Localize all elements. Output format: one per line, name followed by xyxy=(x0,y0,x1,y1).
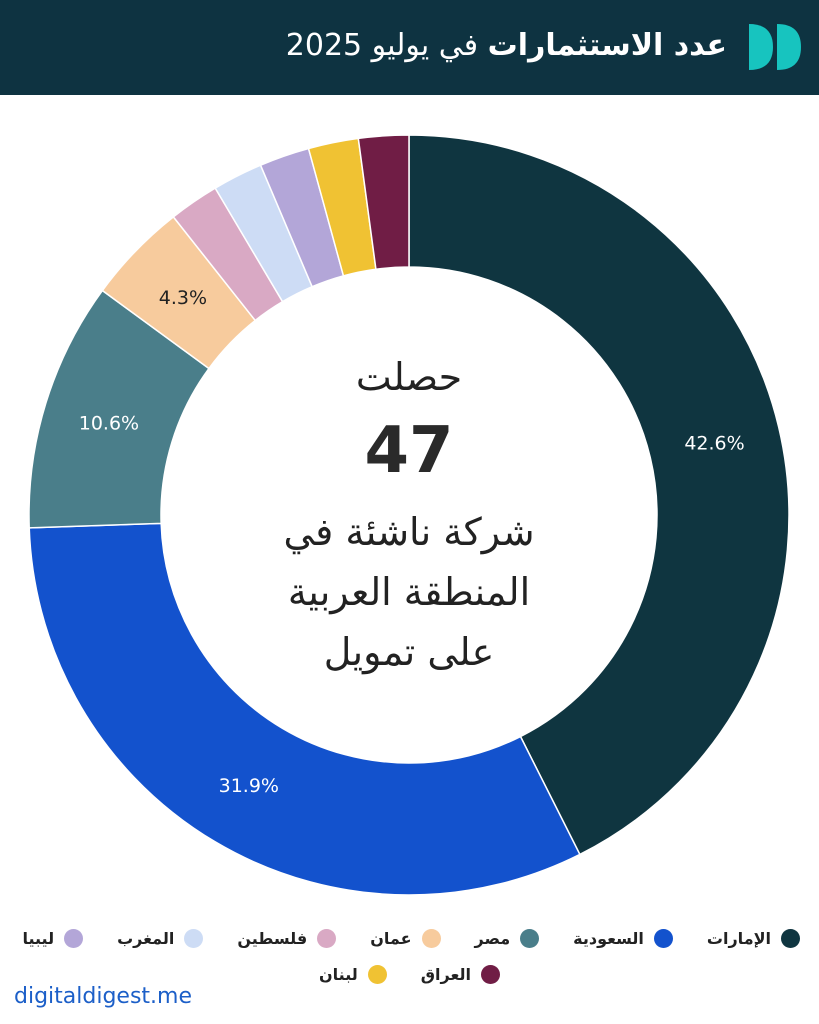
legend-item: ليبيا xyxy=(22,928,84,948)
slice-label-1: 31.9% xyxy=(219,775,279,797)
center-line-4: على تمويل xyxy=(324,630,495,675)
slice-8 xyxy=(357,134,410,271)
legend-item: مصر xyxy=(474,928,540,948)
legend-item: فلسطين xyxy=(237,928,337,948)
legend-swatch xyxy=(64,928,84,948)
legend-swatch xyxy=(653,928,673,948)
legend-label: الإمارات xyxy=(706,928,771,948)
legend-swatch xyxy=(481,964,500,984)
legend-row: الإمارات السعودية مصر عمان فلسطين المغرب ليبيا xyxy=(20,920,800,956)
chart-slices xyxy=(28,134,790,895)
legend-label: المغرب xyxy=(117,928,175,948)
header-bar: عدد الاستثمارات في يوليو 2025 xyxy=(0,0,819,95)
center-number: 47 xyxy=(364,414,453,488)
donut-center-text: حصلت 47 شركة ناشئة في المنطقة العربية عل… xyxy=(283,355,534,675)
logo-icon xyxy=(749,24,801,70)
legend-item: العراق xyxy=(420,964,500,984)
legend-swatch xyxy=(520,928,540,948)
chart-data-labels: 42.6% 31.9% 10.6% 4.3% xyxy=(79,287,745,797)
slice-label-3: 4.3% xyxy=(159,287,207,309)
center-line-2: شركة ناشئة في xyxy=(283,510,534,555)
legend-label: السعودية xyxy=(573,928,644,948)
legend-swatch xyxy=(367,964,387,984)
page-title-bold: عدد الاستثمارات xyxy=(487,28,727,63)
legend-swatch xyxy=(184,928,204,948)
legend-swatch xyxy=(421,928,441,948)
legend-label: مصر xyxy=(474,928,511,948)
legend-label: لبنان xyxy=(319,964,358,984)
legend-item: السعودية xyxy=(573,928,673,948)
legend-item: لبنان xyxy=(319,964,387,984)
legend-label: عمان xyxy=(370,928,412,948)
legend-label: العراق xyxy=(420,964,471,984)
legend-swatch xyxy=(781,928,800,948)
page-title: عدد الاستثمارات في يوليو 2025 xyxy=(286,26,727,66)
legend-swatch xyxy=(317,928,337,948)
footer-site: digitaldigest.me xyxy=(14,984,192,1009)
chart-legend: الإمارات السعودية مصر عمان فلسطين المغرب ليبيا… xyxy=(20,920,800,992)
center-line-3: المنطقة العربية xyxy=(288,570,530,615)
legend-label: فلسطين xyxy=(237,928,308,948)
page-title-rest: في يوليو 2025 xyxy=(285,28,479,63)
donut-chart: 42.6% 31.9% 10.6% 4.3% حصلت 47 شركة ناشئة ف… xyxy=(28,134,790,895)
legend-row: العراق لبنان xyxy=(20,956,800,992)
slice-label-0: 42.6% xyxy=(684,432,744,454)
slice-label-2: 10.6% xyxy=(79,412,139,434)
legend-item: الإمارات xyxy=(706,928,800,948)
legend-item: عمان xyxy=(370,928,441,948)
slice-0 xyxy=(408,134,790,856)
slice-1 xyxy=(28,522,581,895)
legend-item: المغرب xyxy=(117,928,204,948)
legend-label: ليبيا xyxy=(22,928,55,948)
center-line-1: حصلت xyxy=(356,355,462,399)
